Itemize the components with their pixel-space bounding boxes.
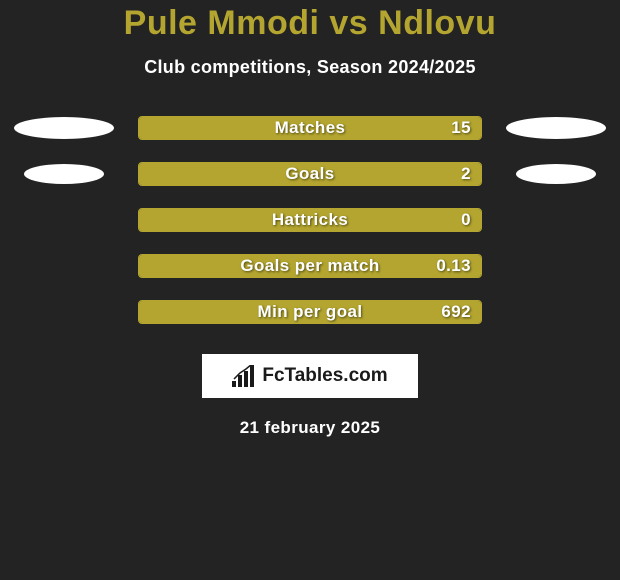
stat-label: Min per goal (258, 301, 363, 323)
right-marker-ellipse (516, 164, 596, 184)
source-logo: FcTables.com (202, 354, 418, 398)
right-marker-empty (506, 301, 606, 323)
left-marker-empty (14, 209, 114, 231)
stat-row: Hattricks 0 (0, 208, 620, 232)
stat-bar: Min per goal 692 (138, 300, 482, 324)
stat-bar: Hattricks 0 (138, 208, 482, 232)
stat-rows: Matches 15 Goals 2 Hattricks 0 (0, 116, 620, 324)
bar-chart-icon (232, 365, 256, 387)
left-marker-ellipse (24, 164, 104, 184)
left-marker-empty (14, 301, 114, 323)
stat-row: Matches 15 (0, 116, 620, 140)
stat-value: 692 (441, 301, 471, 323)
stat-bar: Matches 15 (138, 116, 482, 140)
stat-bar: Goals per match 0.13 (138, 254, 482, 278)
page-title: Pule Mmodi vs Ndlovu (124, 4, 497, 43)
stat-label: Goals (285, 163, 334, 185)
stat-row: Min per goal 692 (0, 300, 620, 324)
right-marker-empty (506, 209, 606, 231)
right-marker-ellipse (506, 117, 606, 139)
stat-value: 0 (461, 209, 471, 231)
stat-label: Goals per match (240, 255, 379, 277)
footer-date: 21 february 2025 (240, 418, 381, 438)
comparison-card: Pule Mmodi vs Ndlovu Club competitions, … (0, 0, 620, 438)
right-marker-empty (506, 255, 606, 277)
left-marker-empty (14, 255, 114, 277)
stat-row: Goals per match 0.13 (0, 254, 620, 278)
stat-label: Hattricks (272, 209, 348, 231)
stat-bar: Goals 2 (138, 162, 482, 186)
left-marker-ellipse (14, 117, 114, 139)
stat-value: 2 (461, 163, 471, 185)
stat-label: Matches (275, 117, 346, 139)
subtitle: Club competitions, Season 2024/2025 (144, 57, 476, 78)
stat-value: 15 (451, 117, 471, 139)
source-logo-text: FcTables.com (262, 365, 387, 387)
stat-row: Goals 2 (0, 162, 620, 186)
stat-value: 0.13 (436, 255, 471, 277)
